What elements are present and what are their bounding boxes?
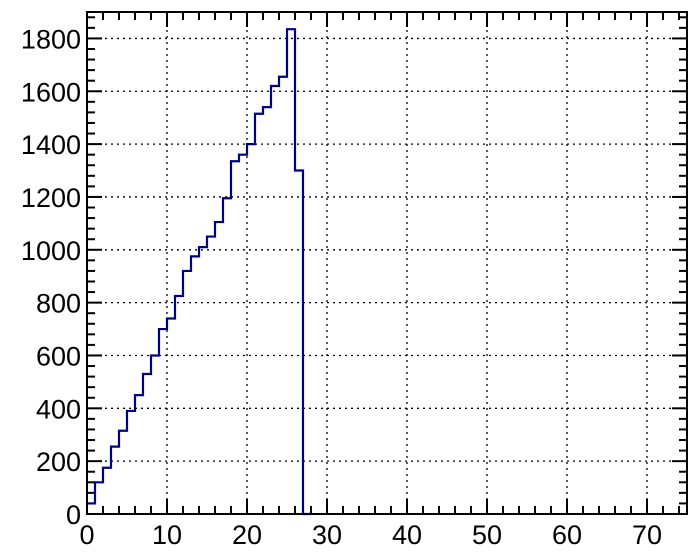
x-tick-label: 20 [232, 520, 262, 550]
x-tick-label: 40 [392, 520, 422, 550]
y-tick-label: 400 [36, 394, 81, 424]
grid-lines [87, 12, 687, 514]
x-axis-tick-labels: 0 10 20 30 40 50 60 70 [79, 520, 662, 550]
y-tick-label: 1000 [21, 236, 81, 266]
y-tick-label: 1600 [21, 77, 81, 107]
plot-frame [86, 11, 688, 515]
y-tick-label: 1800 [21, 24, 81, 54]
y-tick-label: 600 [36, 341, 81, 371]
x-tick-label: 60 [552, 520, 582, 550]
x-tick-label: 0 [79, 520, 94, 550]
histogram-series [87, 28, 311, 516]
y-tick-label: 200 [36, 447, 81, 477]
x-tick-label: 70 [632, 520, 662, 550]
minor-ticks [87, 12, 687, 514]
x-tick-label: 50 [472, 520, 502, 550]
x-tick-label: 30 [312, 520, 342, 550]
y-tick-label: 0 [66, 500, 81, 530]
y-tick-label: 800 [36, 289, 81, 319]
y-tick-label: 1200 [21, 183, 81, 213]
x-tick-label: 10 [152, 520, 182, 550]
y-axis-tick-labels: 0 200 400 600 800 1000 1200 1400 1600 1800 [21, 24, 81, 530]
y-tick-label: 1400 [21, 130, 81, 160]
